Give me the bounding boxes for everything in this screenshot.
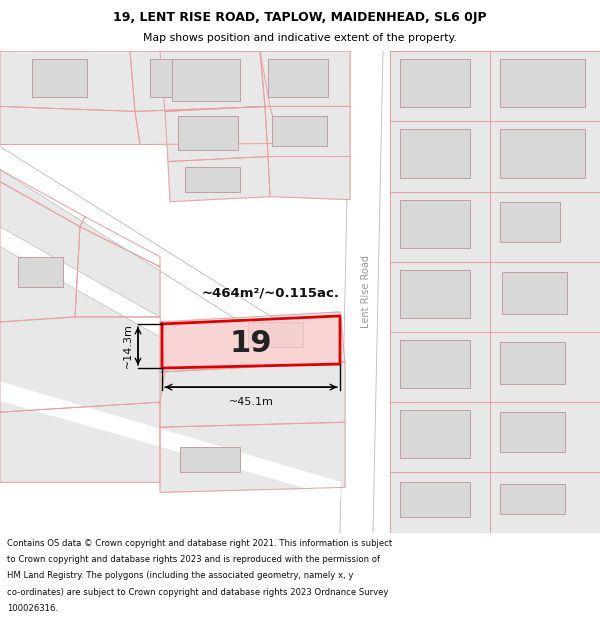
Text: Lent Rise Road: Lent Rise Road xyxy=(361,256,371,328)
Bar xyxy=(150,59,225,98)
Bar xyxy=(400,340,470,388)
Polygon shape xyxy=(165,106,268,161)
Bar xyxy=(500,412,565,452)
Bar xyxy=(400,410,470,458)
Bar xyxy=(180,448,240,472)
Polygon shape xyxy=(162,316,340,368)
Polygon shape xyxy=(160,362,345,428)
Polygon shape xyxy=(80,217,160,267)
Polygon shape xyxy=(160,312,345,372)
Polygon shape xyxy=(390,262,490,332)
Polygon shape xyxy=(160,51,265,111)
Polygon shape xyxy=(265,106,350,156)
Text: ~464m²/~0.115ac.: ~464m²/~0.115ac. xyxy=(202,287,340,300)
Polygon shape xyxy=(390,402,490,472)
Polygon shape xyxy=(490,262,600,332)
Text: ~45.1m: ~45.1m xyxy=(229,397,274,407)
Bar xyxy=(502,272,567,314)
Polygon shape xyxy=(0,106,140,144)
Polygon shape xyxy=(130,51,270,111)
Bar xyxy=(18,257,63,287)
Polygon shape xyxy=(0,51,135,111)
Polygon shape xyxy=(390,472,490,532)
Bar xyxy=(172,59,240,101)
Bar xyxy=(500,59,585,108)
Bar xyxy=(400,129,470,178)
Polygon shape xyxy=(0,227,160,337)
Polygon shape xyxy=(390,332,490,402)
Bar xyxy=(268,59,328,98)
Polygon shape xyxy=(0,382,340,498)
Polygon shape xyxy=(490,472,600,532)
Polygon shape xyxy=(268,156,350,199)
Bar xyxy=(178,116,238,149)
Polygon shape xyxy=(0,169,85,227)
Polygon shape xyxy=(75,227,160,317)
Bar xyxy=(500,484,565,514)
Bar xyxy=(32,59,87,98)
Bar xyxy=(248,322,303,347)
Bar xyxy=(272,116,327,146)
Text: 19: 19 xyxy=(230,329,272,357)
Polygon shape xyxy=(490,192,600,262)
Polygon shape xyxy=(390,51,490,121)
Polygon shape xyxy=(390,121,490,192)
Text: ~14.3m: ~14.3m xyxy=(123,324,133,369)
Polygon shape xyxy=(340,51,383,532)
Bar xyxy=(185,166,240,192)
Polygon shape xyxy=(0,402,160,482)
Bar xyxy=(400,199,470,248)
Text: co-ordinates) are subject to Crown copyright and database rights 2023 Ordnance S: co-ordinates) are subject to Crown copyr… xyxy=(7,588,389,596)
Polygon shape xyxy=(260,51,350,106)
Polygon shape xyxy=(0,182,80,322)
Bar xyxy=(400,59,470,108)
Polygon shape xyxy=(490,402,600,472)
Text: Contains OS data © Crown copyright and database right 2021. This information is : Contains OS data © Crown copyright and d… xyxy=(7,539,392,548)
Polygon shape xyxy=(0,146,280,347)
Bar xyxy=(400,270,470,318)
Polygon shape xyxy=(0,317,165,412)
Text: 100026316.: 100026316. xyxy=(7,604,58,612)
Polygon shape xyxy=(135,106,280,144)
Bar xyxy=(500,129,585,178)
Polygon shape xyxy=(390,192,490,262)
Polygon shape xyxy=(490,51,600,121)
Bar xyxy=(500,202,560,242)
Text: HM Land Registry. The polygons (including the associated geometry, namely x, y: HM Land Registry. The polygons (includin… xyxy=(7,571,353,581)
Text: to Crown copyright and database rights 2023 and is reproduced with the permissio: to Crown copyright and database rights 2… xyxy=(7,555,380,564)
Text: Map shows position and indicative extent of the property.: Map shows position and indicative extent… xyxy=(143,32,457,43)
Text: 19, LENT RISE ROAD, TAPLOW, MAIDENHEAD, SL6 0JP: 19, LENT RISE ROAD, TAPLOW, MAIDENHEAD, … xyxy=(113,11,487,24)
Polygon shape xyxy=(160,422,345,492)
Polygon shape xyxy=(490,332,600,402)
Bar xyxy=(400,482,470,518)
Polygon shape xyxy=(490,121,600,192)
Polygon shape xyxy=(168,156,270,202)
Bar xyxy=(500,342,565,384)
